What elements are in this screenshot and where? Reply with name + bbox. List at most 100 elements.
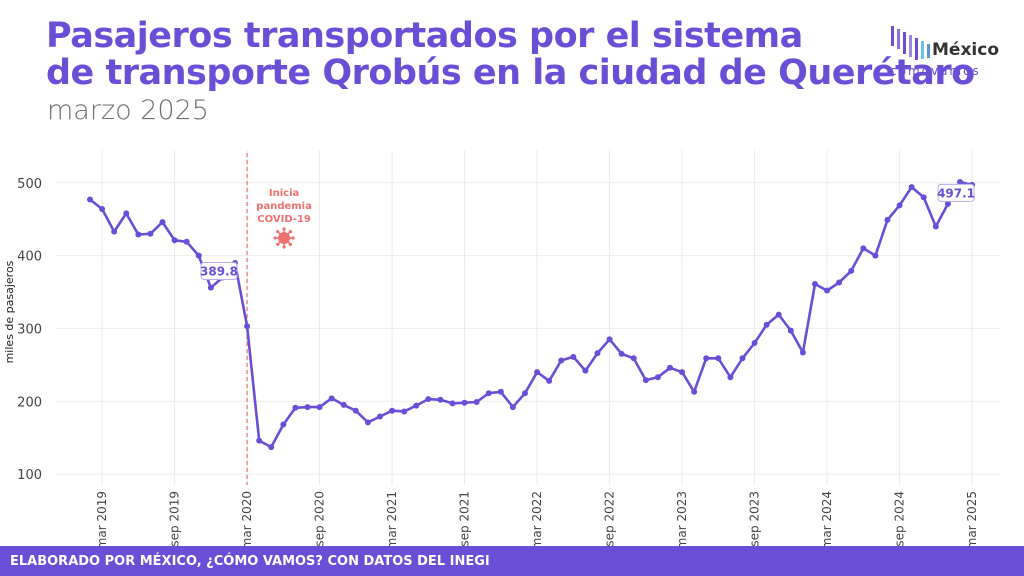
data-point bbox=[679, 369, 686, 376]
data-point bbox=[787, 327, 794, 334]
y-tick-label: 200 bbox=[17, 395, 42, 410]
logo-text-mexico: México bbox=[932, 40, 999, 60]
footer-credit: ELABORADO POR MÉXICO, ¿CÓMO VAMOS? CON D… bbox=[10, 554, 490, 569]
data-point bbox=[715, 355, 722, 362]
data-point bbox=[944, 200, 951, 207]
y-tick-label: 400 bbox=[17, 250, 42, 265]
chart-title: Pasajeros transportados por el sistema d… bbox=[46, 18, 975, 92]
x-tick-label: sep 2020 bbox=[313, 491, 327, 546]
data-point bbox=[449, 400, 456, 407]
chart-axes: 100 200 300 400 500 mar 2019 sep 2019 mar 2020 s… bbox=[3, 177, 979, 546]
data-point bbox=[703, 355, 710, 362]
covid-annotation-text: COVID-19 bbox=[257, 214, 311, 225]
value-labels: 389.8 497.1 bbox=[200, 183, 975, 281]
x-tick-label: sep 2024 bbox=[893, 491, 907, 546]
data-point bbox=[908, 184, 915, 191]
data-point bbox=[328, 395, 335, 402]
data-point bbox=[485, 390, 492, 397]
mexico-como-vamos-logo: México cómovamos bbox=[890, 22, 1010, 82]
x-tick-label: sep 2019 bbox=[168, 491, 182, 546]
chart-title-line-1: Pasajeros transportados por el sistema bbox=[46, 16, 803, 56]
data-point bbox=[824, 287, 831, 294]
data-point bbox=[401, 408, 408, 415]
data-point bbox=[183, 238, 190, 245]
data-point bbox=[87, 196, 93, 203]
data-point bbox=[268, 444, 275, 451]
data-point bbox=[546, 377, 553, 384]
series-line bbox=[89, 180, 973, 449]
data-point bbox=[860, 245, 867, 252]
data-point bbox=[195, 252, 202, 259]
x-tick-label: sep 2022 bbox=[603, 491, 617, 546]
data-point bbox=[352, 407, 359, 414]
data-point bbox=[316, 404, 323, 411]
y-tick-label: 300 bbox=[17, 322, 42, 337]
data-point bbox=[618, 350, 625, 357]
data-point bbox=[727, 374, 734, 381]
data-point bbox=[461, 399, 468, 406]
chart-series bbox=[87, 179, 976, 451]
data-point bbox=[280, 421, 287, 428]
data-point bbox=[775, 311, 782, 318]
x-tick-label: sep 2021 bbox=[458, 491, 472, 546]
data-point bbox=[534, 369, 541, 376]
data-point bbox=[642, 377, 649, 384]
x-tick-label: mar 2021 bbox=[385, 491, 399, 546]
data-point bbox=[123, 210, 130, 217]
data-point bbox=[509, 404, 516, 411]
line-chart: 100 200 300 400 500 mar 2019 sep 2019 mar 2020 s… bbox=[3, 150, 1000, 546]
data-point bbox=[654, 374, 661, 381]
value-label: 389.8 bbox=[200, 265, 238, 279]
data-point bbox=[666, 364, 673, 371]
data-point bbox=[920, 194, 927, 201]
data-point bbox=[956, 179, 963, 186]
data-point bbox=[111, 228, 118, 235]
data-point bbox=[606, 336, 613, 343]
chart-subtitle: marzo 2025 bbox=[47, 95, 209, 126]
bars-logo-icon bbox=[891, 26, 930, 60]
data-point bbox=[763, 321, 770, 328]
data-point bbox=[413, 402, 420, 409]
covid-annotation: Inicia pandemia COVID-19 bbox=[246, 153, 312, 485]
data-point bbox=[497, 388, 504, 395]
y-axis-title: miles de pasajeros bbox=[3, 260, 16, 363]
data-point bbox=[425, 396, 432, 403]
data-point bbox=[364, 419, 371, 426]
data-point bbox=[751, 339, 758, 346]
data-point bbox=[570, 353, 577, 360]
data-point bbox=[135, 231, 142, 238]
x-tick-label: mar 2022 bbox=[530, 491, 544, 546]
data-point bbox=[171, 237, 178, 244]
x-tick-label: mar 2024 bbox=[820, 491, 834, 546]
value-label-box bbox=[937, 183, 975, 202]
data-point bbox=[340, 401, 347, 408]
data-point bbox=[437, 396, 444, 403]
data-point bbox=[147, 230, 154, 237]
data-point bbox=[799, 349, 806, 356]
data-point bbox=[99, 205, 106, 212]
x-tick-label: mar 2025 bbox=[965, 491, 979, 546]
data-point bbox=[389, 407, 396, 414]
y-tick-label: 500 bbox=[17, 177, 42, 192]
x-tick-label: mar 2020 bbox=[240, 491, 254, 546]
value-label: 497.1 bbox=[937, 186, 975, 200]
data-point bbox=[691, 388, 698, 395]
chart-grid bbox=[55, 150, 1000, 485]
data-point bbox=[376, 413, 383, 420]
data-point bbox=[304, 404, 311, 411]
data-point bbox=[521, 390, 528, 397]
data-point bbox=[207, 284, 214, 291]
data-point bbox=[896, 202, 903, 209]
data-point bbox=[473, 398, 480, 405]
data-point bbox=[811, 281, 818, 287]
data-point bbox=[884, 216, 891, 223]
data-point bbox=[244, 323, 251, 330]
data-point bbox=[256, 437, 263, 444]
x-tick-label: mar 2023 bbox=[675, 491, 689, 546]
data-point bbox=[582, 367, 589, 374]
data-point bbox=[630, 355, 637, 362]
x-tick-label: mar 2019 bbox=[95, 491, 109, 546]
data-point bbox=[848, 267, 855, 274]
x-tick-label: sep 2023 bbox=[748, 491, 762, 546]
data-point bbox=[159, 219, 166, 226]
